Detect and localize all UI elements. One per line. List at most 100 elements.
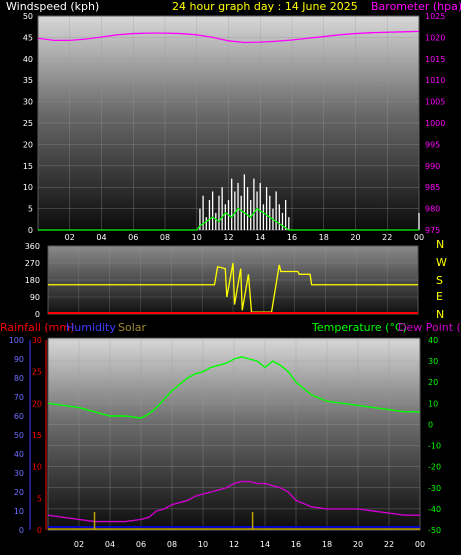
- barometer-tick-label: 990: [425, 162, 440, 171]
- time-tick-label: 10: [198, 540, 208, 549]
- wind-tick-label: 50: [23, 12, 33, 21]
- time-tick-label: 00: [414, 233, 424, 242]
- temperature-tick-label: -20: [428, 463, 441, 472]
- compass-label-n-bottom: N: [436, 308, 444, 321]
- time-tick-label: 08: [167, 540, 177, 549]
- wind-tick-label: 20: [23, 140, 33, 149]
- time-tick-label: 14: [260, 540, 270, 549]
- barometer-tick-label: 1000: [425, 119, 445, 128]
- dewpoint-line: [47, 480, 420, 523]
- compass-label-s: S: [436, 274, 443, 287]
- humidity-tick-label: 70: [14, 393, 24, 402]
- wind-time-axis: 02 04 06 08 10 12 14 16 18 20 22 00: [65, 233, 424, 242]
- time-tick-label: 16: [287, 233, 297, 242]
- temperature-line: [47, 356, 420, 419]
- barometer-tick-label: 1015: [425, 55, 445, 64]
- humidity-tick-label: 60: [14, 412, 24, 421]
- barometer-line: [37, 30, 420, 44]
- time-tick-label: 06: [128, 233, 138, 242]
- rainfall-tick-label: 15: [32, 431, 42, 440]
- temperature-tick-label: 10: [428, 399, 438, 408]
- temperature-right-axis: -50 -40 -30 -20 -10 0 10 20 30 40: [428, 336, 441, 535]
- compass-label-n-top: N: [436, 238, 444, 251]
- humidity-tick-label: 100: [9, 336, 24, 345]
- time-tick-label: 18: [319, 233, 329, 242]
- humidity-tick-label: 90: [14, 355, 24, 364]
- barometer-tick-label: 975: [425, 226, 440, 235]
- humidity-tick-label: 50: [14, 431, 24, 440]
- temperature-tick-label: -30: [428, 484, 441, 493]
- time-tick-label: 06: [136, 540, 146, 549]
- wind-tick-label: 10: [23, 183, 33, 192]
- temperature-tick-label: -10: [428, 442, 441, 451]
- solar-title: Solar: [118, 321, 147, 334]
- wind-tick-label: 0: [28, 226, 33, 235]
- rainfall-tick-label: 0: [37, 526, 42, 535]
- wind-tick-label: 15: [23, 162, 33, 171]
- wind-average-line: [38, 207, 419, 231]
- rainfall-tick-label: 30: [32, 336, 42, 345]
- barometer-tick-label: 1005: [425, 98, 445, 107]
- direction-tick-label: 360: [25, 242, 40, 251]
- direction-tick-label: 90: [30, 293, 40, 302]
- wind-tick-label: 40: [23, 55, 33, 64]
- wind-direction-chart: 0 90 180 270 360 N W S E N: [25, 238, 447, 321]
- humidity-tick-label: 30: [14, 469, 24, 478]
- temperature-tick-label: 20: [428, 378, 438, 387]
- rainfall-tick-label: 5: [37, 494, 42, 503]
- rainfall-tick-label: 10: [32, 463, 42, 472]
- temperature-tick-label: 0: [428, 420, 433, 429]
- barometer-tick-label: 995: [425, 140, 440, 149]
- direction-tick-label: 0: [35, 310, 40, 319]
- temperature-series: [47, 356, 420, 530]
- barometer-tick-label: 1010: [425, 76, 445, 85]
- barometer-tick-label: 985: [425, 183, 440, 192]
- wind-left-axis: 0 5 10 15 20 25 30 35 40 45 50: [23, 12, 33, 235]
- temp-gridlines: [47, 339, 421, 531]
- time-tick-label: 20: [350, 233, 360, 242]
- humidity-title: Humidity: [66, 321, 116, 334]
- time-tick-label: 18: [322, 540, 332, 549]
- temperature-tick-label: 40: [428, 336, 438, 345]
- time-tick-label: 10: [192, 233, 202, 242]
- wind-title: Windspeed (kph): [6, 0, 99, 13]
- humidity-tick-label: 80: [14, 374, 24, 383]
- rainfall-tick-label: 25: [32, 368, 42, 377]
- wind-tick-label: 30: [23, 98, 33, 107]
- humidity-left-axis: 0 10 20 30 40 50 60 70 80 90 100: [9, 336, 24, 535]
- wind-direction-line: [48, 262, 418, 313]
- time-tick-label: 14: [255, 233, 265, 242]
- wind-tick-label: 5: [28, 205, 33, 214]
- wind-tick-label: 35: [23, 76, 33, 85]
- time-tick-label: 12: [229, 540, 239, 549]
- barometer-right-axis: 975 980 985 990 995 1000 1005 1010 1015 1020 1025: [425, 12, 445, 235]
- rainfall-tick-label: 20: [32, 399, 42, 408]
- time-tick-label: 04: [105, 540, 115, 549]
- dewpoint-title: Dew Point (°C): [398, 321, 461, 334]
- time-tick-label: 00: [415, 540, 425, 549]
- humidity-tick-label: 20: [14, 488, 24, 497]
- time-tick-label: 22: [382, 233, 392, 242]
- barometer-tick-label: 980: [425, 205, 440, 214]
- time-tick-label: 08: [160, 233, 170, 242]
- temperature-title: Temperature (°C): [311, 321, 407, 334]
- humidity-tick-label: 40: [14, 450, 24, 459]
- rainfall-mid-axis: 0 5 10 15 20 25 30: [32, 336, 42, 535]
- barometer-title: Barometer (hpa): [371, 0, 461, 13]
- wind-tick-label: 45: [23, 33, 33, 42]
- temperature-tick-label: 30: [428, 357, 438, 366]
- temp-time-axis: 02 04 06 08 10 12 14 16 18 20 22 00: [74, 540, 425, 549]
- compass-labels: N W S E N: [436, 238, 447, 321]
- barometer-tick-label: 1025: [425, 12, 445, 21]
- humidity-tick-label: 0: [19, 526, 24, 535]
- time-tick-label: 20: [353, 540, 363, 549]
- temperature-tick-label: -50: [428, 526, 441, 535]
- barometer-tick-label: 1020: [425, 33, 445, 42]
- main-title: 24 hour graph day : 14 June 2025: [172, 0, 358, 13]
- humidity-tick-label: 10: [14, 507, 24, 516]
- time-tick-label: 02: [74, 540, 84, 549]
- wind-barometer-series: [37, 30, 420, 231]
